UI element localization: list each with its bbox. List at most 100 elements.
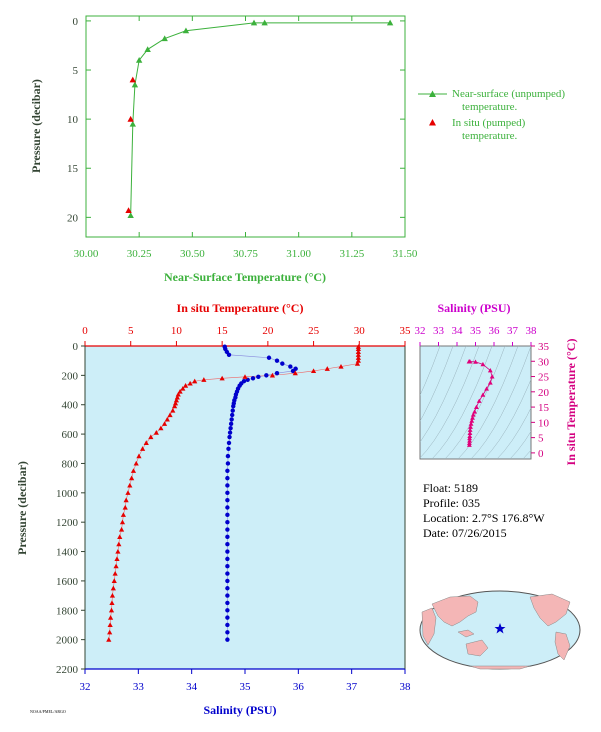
- salinity-point: [225, 615, 230, 620]
- salinity-point: [225, 490, 230, 496]
- salinity-point: [225, 608, 230, 613]
- float-info: Float: 5189 Profile: 035 Location: 2.7°S…: [423, 481, 545, 540]
- profile-plot-background: [85, 346, 405, 669]
- temperature-point: [115, 548, 121, 554]
- map-land-africa: [421, 607, 437, 646]
- salinity-point: [229, 417, 234, 422]
- near-surface-y-tick-label: 20: [67, 212, 79, 224]
- temperature-point: [192, 378, 198, 384]
- pressure-tick-label: 1800: [56, 605, 79, 617]
- temperature-point: [355, 355, 361, 360]
- profile-number: Profile: 035: [423, 496, 480, 510]
- density-contour: [509, 430, 531, 459]
- temperature-point: [167, 412, 173, 418]
- ts-point: [480, 361, 486, 367]
- ts-x-tick-label: 36: [489, 325, 501, 337]
- salinity-point: [225, 622, 230, 628]
- ts-point: [474, 404, 479, 410]
- temperature-point: [269, 372, 276, 378]
- temperature-point: [108, 607, 115, 613]
- salinity-point: [225, 505, 230, 510]
- salinity-point: [280, 361, 285, 366]
- map-land-asia: [431, 595, 479, 627]
- temperature-tick-label: 5: [128, 325, 134, 337]
- temperature-point: [120, 512, 126, 517]
- near-surface-x-label: Near-Surface Temperature (°C): [164, 270, 326, 284]
- salinity-point: [228, 421, 234, 427]
- temperature-point: [177, 388, 183, 394]
- temperature-point: [107, 622, 113, 628]
- density-contour: [483, 378, 531, 459]
- near-surface-unpumped-point: [129, 120, 136, 127]
- ts-x-tick-label: 32: [415, 325, 426, 337]
- ts-point: [489, 374, 495, 379]
- near-surface-unpumped-point: [127, 212, 134, 218]
- near-surface-unpumped-line: [130, 22, 391, 216]
- temperature-point: [161, 421, 168, 426]
- temperature-point: [116, 541, 122, 547]
- pressure-tick-label: 400: [62, 400, 79, 412]
- near-surface-x-tick-label: 31.25: [339, 248, 364, 260]
- near-surface-unpumped-point: [135, 57, 143, 63]
- temperature-point: [173, 397, 180, 403]
- ts-point: [487, 380, 493, 385]
- salinity-point: [264, 373, 269, 378]
- near-surface-x-tick-label: 31.00: [286, 248, 311, 260]
- near-surface-unpumped-point: [131, 81, 139, 88]
- ts-y-tick-label: 35: [538, 341, 550, 353]
- density-contour: [457, 346, 519, 459]
- salinity-point: [225, 497, 230, 503]
- ts-point: [480, 392, 486, 397]
- ts-point: [467, 433, 473, 439]
- temperature-point: [129, 475, 135, 481]
- legend-marker-unpumped: [429, 90, 436, 97]
- ts-y-tick-label: 15: [538, 402, 550, 414]
- density-contour: [420, 346, 441, 397]
- temperature-point: [110, 585, 116, 591]
- temperature-point: [324, 366, 330, 371]
- temperature-point: [117, 534, 123, 539]
- temperature-point: [125, 490, 131, 495]
- density-contour: [522, 449, 531, 459]
- ts-point: [467, 427, 473, 432]
- pressure-axis-title: Pressure (decibar): [15, 461, 29, 555]
- near-surface-unpumped-point: [144, 46, 151, 52]
- temperature-point: [133, 460, 139, 466]
- salinity-tick-label: 34: [186, 681, 198, 693]
- salinity-point: [225, 593, 230, 598]
- near-surface-unpumped-point: [386, 19, 394, 26]
- density-contour: [420, 346, 454, 422]
- temperature-point: [164, 416, 170, 422]
- temperature-point: [174, 394, 180, 400]
- ts-salinity-title: Salinity (PSU): [437, 301, 510, 315]
- salinity-tick-label: 32: [80, 681, 91, 693]
- near-surface-chart: 30.00 30.25 30.50 30.75 31.00 31.25 31.50 0 5 10…: [29, 15, 565, 284]
- ts-point: [466, 442, 472, 447]
- temperature-point: [158, 425, 164, 431]
- salinity-point: [256, 374, 261, 380]
- temperature-point: [109, 600, 115, 606]
- temperature-tick-label: 15: [217, 325, 229, 337]
- temperature-point: [354, 361, 361, 366]
- salinity-point: [225, 571, 230, 576]
- profile-chart: 0 5 10 15 20 25 30 35 32 33 34 35 36 37 38 0 200 400 600…: [15, 301, 411, 717]
- density-contour: [470, 346, 531, 459]
- pressure-tick-label: 800: [62, 458, 79, 470]
- temperature-point: [130, 468, 137, 473]
- temperature-point: [153, 430, 159, 435]
- salinity-tick-label: 37: [346, 681, 358, 693]
- ts-point: [467, 435, 472, 441]
- near-surface-y-tick-label: 10: [67, 114, 79, 126]
- legend-label-unpumped-2: temperature.: [462, 101, 518, 113]
- density-contour: [431, 346, 493, 459]
- near-surface-plot-frame: [85, 15, 406, 238]
- temperature-point: [140, 446, 146, 451]
- temperature-tick-label: 30: [354, 325, 366, 337]
- temperature-point: [242, 374, 248, 379]
- salinity-point: [225, 483, 230, 488]
- density-contour: [496, 407, 531, 459]
- legend-marker-pumped: [429, 119, 436, 126]
- near-surface-y-tick-label: 15: [67, 163, 79, 175]
- temperature-point: [182, 383, 189, 388]
